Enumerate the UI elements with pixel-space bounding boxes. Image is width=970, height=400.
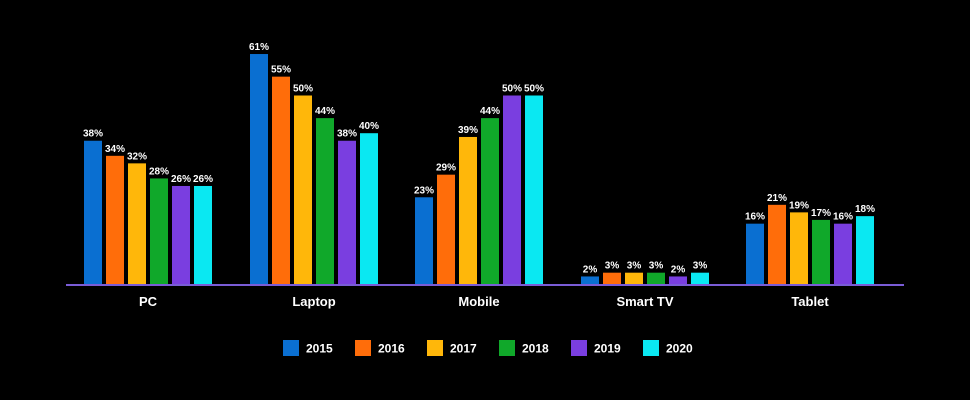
data-label: 55%	[271, 65, 291, 76]
bar-mobile-2019	[503, 95, 521, 284]
bar-smart-tv-2017	[625, 272, 643, 284]
data-label: 61%	[249, 42, 269, 53]
legend: 2015 2016 2017 2018 2019 2020	[283, 340, 693, 356]
legend-label: 2015	[306, 342, 333, 356]
bar-laptop-2015	[250, 54, 268, 284]
data-label: 28%	[149, 166, 169, 177]
bar-pc-2016	[106, 155, 124, 284]
value-labels-layer: 38%34%32%28%26% 26%61%55%50%44%38%40%23%2…	[83, 42, 875, 275]
legend-swatch	[643, 340, 659, 356]
bar-mobile-2020	[525, 95, 543, 284]
bar-smart-tv-2019	[669, 276, 687, 284]
bar-tablet-2020	[856, 216, 874, 284]
bar-pc-2020	[194, 185, 212, 284]
x-axis-line	[66, 284, 904, 286]
bar-tablet-2018	[812, 219, 830, 284]
bar-laptop-2016	[272, 76, 290, 285]
data-label: 50%	[524, 84, 544, 95]
data-label: 39%	[458, 125, 478, 136]
data-label: 2%	[671, 264, 686, 275]
data-label: 40%	[359, 121, 379, 132]
bar-pc-2015	[84, 140, 102, 284]
data-label: 16%	[833, 212, 853, 223]
data-label: 16%	[745, 212, 765, 223]
bar-smart-tv-2015	[581, 276, 599, 284]
legend-label: 2020	[666, 342, 693, 356]
legend-label: 2016	[378, 342, 405, 356]
legend-swatch	[499, 340, 515, 356]
bar-tablet-2017	[790, 212, 808, 284]
data-label: 26%	[171, 174, 191, 185]
data-label: 3%	[649, 261, 664, 272]
x-tick-label: Mobile	[458, 294, 499, 309]
data-label: 18%	[855, 204, 875, 215]
bar-laptop-2018	[316, 118, 334, 285]
legend-swatch	[571, 340, 587, 356]
legend-swatch	[355, 340, 371, 356]
bar-smart-tv-2020	[691, 272, 709, 284]
x-tick-label: PC	[139, 294, 158, 309]
data-label: 38%	[337, 129, 357, 140]
bar-pc-2019	[172, 185, 190, 284]
x-tick-label: Tablet	[791, 294, 829, 309]
legend-label: 2019	[594, 342, 621, 356]
bar-smart-tv-2016	[603, 272, 621, 284]
data-label: 34%	[105, 144, 125, 155]
data-label: 23%	[414, 185, 434, 196]
data-label: 32%	[127, 151, 147, 162]
bar-pc-2017	[128, 163, 146, 284]
bar-mobile-2017	[459, 136, 477, 284]
bar-mobile-2018	[481, 118, 499, 285]
bar-tablet-2019	[834, 223, 852, 284]
bar-mobile-2016	[437, 174, 455, 284]
data-label: 19%	[789, 200, 809, 211]
data-label: 29%	[436, 163, 456, 174]
data-label: 44%	[480, 106, 500, 117]
data-label: 50%	[502, 84, 522, 95]
data-label: 17%	[811, 208, 831, 219]
data-label: 3%	[627, 261, 642, 272]
legend-label: 2017	[450, 342, 477, 356]
data-label: 21%	[767, 193, 787, 204]
bar-tablet-2015	[746, 223, 764, 284]
data-label: 50%	[293, 84, 313, 95]
data-label: 38%	[83, 129, 103, 140]
bar-laptop-2017	[294, 95, 312, 284]
bar-mobile-2015	[415, 197, 433, 284]
bar-tablet-2016	[768, 204, 786, 284]
bar-laptop-2019	[338, 140, 356, 284]
x-tick-label: Smart TV	[616, 294, 673, 309]
bar-smart-tv-2018	[647, 272, 665, 284]
data-label: 3%	[605, 261, 620, 272]
x-tick-label: Laptop	[292, 294, 335, 309]
bar-pc-2018	[150, 178, 168, 284]
legend-swatch	[427, 340, 443, 356]
data-label: 3%	[693, 261, 708, 272]
bar-laptop-2020	[360, 133, 378, 284]
bars-layer	[84, 54, 874, 285]
data-label: 26%	[193, 174, 213, 185]
legend-label: 2018	[522, 342, 549, 356]
data-label: 2%	[583, 264, 598, 275]
legend-swatch	[283, 340, 299, 356]
data-label: 44%	[315, 106, 335, 117]
